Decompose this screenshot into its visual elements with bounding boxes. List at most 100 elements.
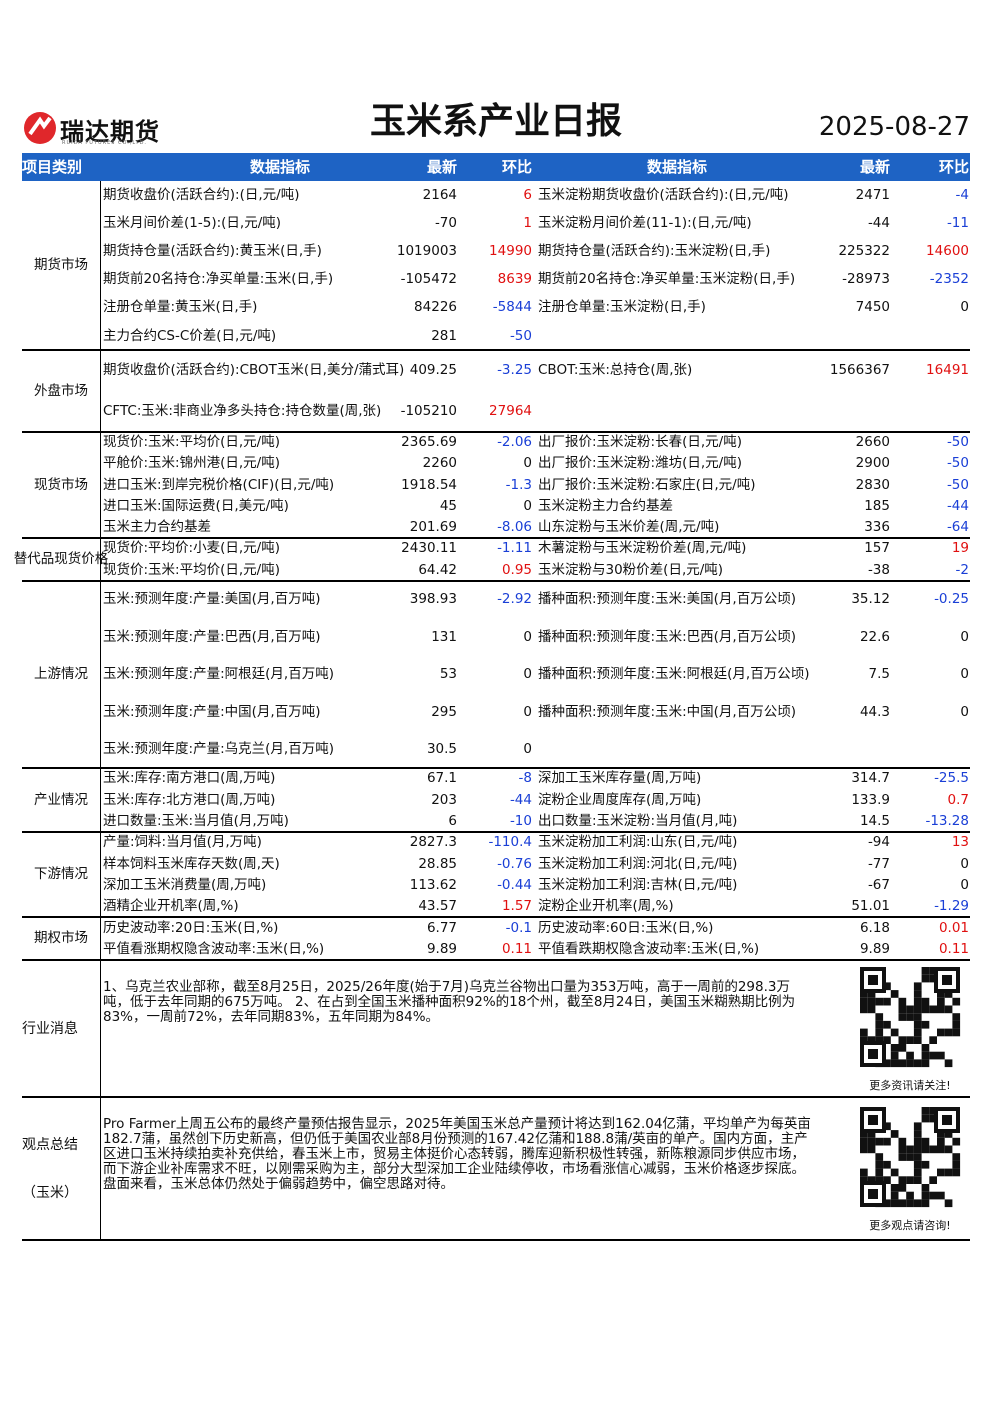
divider bbox=[100, 350, 101, 433]
latest-value: 2164 bbox=[422, 186, 457, 203]
date: 2025-08-27 bbox=[818, 112, 970, 142]
latest-value: 133.9 bbox=[851, 791, 890, 808]
latest-value: 113.62 bbox=[409, 876, 457, 893]
latest-value: -94 bbox=[867, 834, 890, 851]
category: 外盘市场 bbox=[34, 382, 88, 399]
indicator-name: 播种面积:预测年度:玉米:阿根廷(月,百万公顷) bbox=[538, 666, 810, 683]
indicator-name: 期货收盘价(活跃合约):CBOT玉米(日,美分/蒲式耳) bbox=[103, 362, 405, 379]
change-value: 0 bbox=[523, 497, 532, 514]
change-value: -44 bbox=[946, 497, 969, 514]
row-rule bbox=[22, 767, 970, 769]
divider bbox=[100, 432, 101, 539]
indicator-name: 样本饲料玉米库存天数(周,天) bbox=[103, 855, 280, 872]
latest-value: 67.1 bbox=[426, 770, 457, 787]
change-value: 0 bbox=[960, 703, 969, 720]
latest-value: 185 bbox=[864, 497, 890, 514]
latest-value: 225322 bbox=[838, 242, 890, 259]
change-value: -1.11 bbox=[497, 540, 532, 557]
row-rule bbox=[22, 537, 970, 539]
change-value: 0 bbox=[523, 703, 532, 720]
change-value: -3.25 bbox=[497, 362, 532, 379]
change-value: -50 bbox=[946, 476, 969, 493]
row-rule bbox=[22, 831, 970, 833]
row-rule bbox=[22, 1239, 970, 1241]
change-value: -110.4 bbox=[488, 834, 532, 851]
indicator-name: 玉米淀粉加工利润:河北(日,元/吨) bbox=[538, 855, 738, 872]
indicator-name: 玉米淀粉加工利润:吉林(日,元/吨) bbox=[538, 876, 738, 893]
qr-pattern bbox=[860, 1107, 961, 1208]
latest-value: 2471 bbox=[855, 186, 890, 203]
latest-value: 1019003 bbox=[396, 242, 457, 259]
indicator-name: 注册仓单量:玉米淀粉(日,手) bbox=[538, 299, 706, 316]
indicator-name: 出厂报价:玉米淀粉:潍坊(日,元/吨) bbox=[538, 455, 742, 472]
change-value: -0.25 bbox=[934, 591, 969, 608]
change-value: -64 bbox=[946, 519, 969, 536]
latest-value: 51.01 bbox=[851, 898, 890, 915]
change-value: 0.01 bbox=[938, 919, 969, 936]
change-value: -11 bbox=[946, 214, 969, 231]
latest-value: 28.85 bbox=[418, 855, 457, 872]
divider bbox=[100, 917, 101, 961]
divider bbox=[100, 538, 101, 582]
latest-value: 2430.11 bbox=[401, 540, 457, 557]
change-value: 13 bbox=[951, 834, 969, 851]
latest-value: -38 bbox=[867, 561, 890, 578]
section-label: 行业消息 bbox=[22, 1020, 78, 1037]
latest-value: 64.42 bbox=[418, 561, 457, 578]
change-value: 0 bbox=[960, 299, 969, 316]
latest-value: 45 bbox=[439, 497, 457, 514]
row-rule bbox=[22, 580, 970, 582]
change-value: -10 bbox=[509, 812, 532, 829]
change-value: 0 bbox=[960, 666, 969, 683]
indicator-name: 玉米主力合约基差 bbox=[103, 519, 211, 536]
change-value: -1.3 bbox=[505, 476, 532, 493]
latest-value: 6 bbox=[448, 812, 457, 829]
change-value: -25.5 bbox=[934, 770, 969, 787]
latest-value: 409.25 bbox=[409, 362, 457, 379]
change-value: 16491 bbox=[926, 362, 969, 379]
qr-caption: 更多资讯请关注! bbox=[869, 1079, 951, 1092]
category: 产业情况 bbox=[34, 791, 88, 808]
latest-value: 281 bbox=[431, 327, 457, 344]
latest-value: 6.18 bbox=[859, 919, 890, 936]
row-rule bbox=[22, 959, 970, 961]
change-value: 14990 bbox=[489, 242, 532, 259]
latest-value: 2830 bbox=[855, 476, 890, 493]
latest-value: 2900 bbox=[855, 455, 890, 472]
change-value: 0 bbox=[960, 628, 969, 645]
indicator-name: CBOT:玉米:总持仓(周,张) bbox=[538, 362, 693, 379]
indicator-name: 注册仓单量:黄玉米(日,手) bbox=[103, 299, 258, 316]
column-header: 数据指标 bbox=[249, 157, 310, 176]
latest-value: 84226 bbox=[414, 299, 457, 316]
divider bbox=[100, 581, 101, 769]
latest-value: 44.3 bbox=[859, 703, 890, 720]
change-value: -13.28 bbox=[925, 812, 969, 829]
change-value: -50 bbox=[509, 327, 532, 344]
divider bbox=[100, 181, 101, 351]
indicator-name: 主力合约CS-C价差(日,元/吨) bbox=[103, 327, 277, 344]
change-value: 1 bbox=[523, 214, 532, 231]
latest-value: 2827.3 bbox=[409, 834, 457, 851]
change-value: 1.57 bbox=[501, 898, 532, 915]
indicator-name: 平值看跌期权隐含波动率:玉米(日,%) bbox=[538, 941, 760, 958]
indicator-name: 玉米淀粉与30粉价差(日,元/吨) bbox=[538, 561, 724, 578]
change-value: -2 bbox=[955, 561, 969, 578]
column-header: 环比 bbox=[501, 157, 532, 176]
change-value: -2352 bbox=[929, 271, 969, 288]
latest-value: 14.5 bbox=[859, 812, 890, 829]
latest-value: -44 bbox=[867, 214, 890, 231]
latest-value: -77 bbox=[867, 855, 890, 872]
change-value: 0 bbox=[523, 666, 532, 683]
latest-value: -28973 bbox=[842, 271, 890, 288]
indicator-name: 出口数量:玉米淀粉:当月值(月,吨) bbox=[538, 812, 738, 829]
logo-sub: RUIDA FUTURES CO.,LTD. bbox=[62, 140, 148, 146]
indicator-name: 期货持仓量(活跃合约):黄玉米(日,手) bbox=[103, 242, 322, 259]
latest-value: 2365.69 bbox=[401, 434, 457, 451]
latest-value: 9.89 bbox=[426, 941, 457, 958]
row-rule bbox=[22, 431, 970, 433]
change-value: 0 bbox=[960, 876, 969, 893]
change-value: 19 bbox=[951, 540, 969, 557]
indicator-name: 玉米:库存:南方港口(周,万吨) bbox=[103, 770, 276, 787]
column-header: 项目类别 bbox=[22, 157, 83, 176]
